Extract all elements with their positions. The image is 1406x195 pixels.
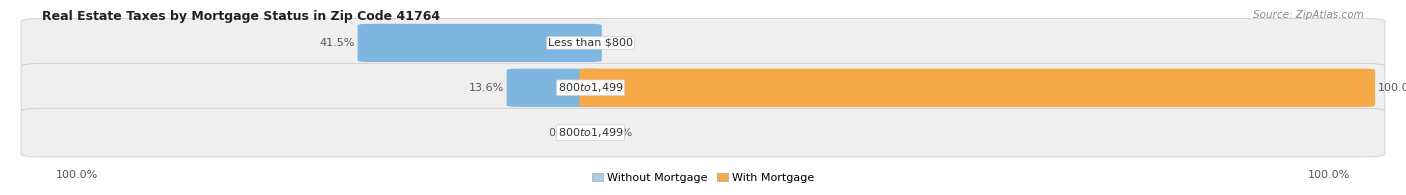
Text: Less than $800: Less than $800 xyxy=(548,38,633,48)
Text: 100.0%: 100.0% xyxy=(1378,83,1406,93)
Legend: Without Mortgage, With Mortgage: Without Mortgage, With Mortgage xyxy=(588,168,818,188)
Text: 100.0%: 100.0% xyxy=(56,170,98,181)
Text: 41.5%: 41.5% xyxy=(319,38,354,48)
Text: 0.0%: 0.0% xyxy=(605,128,633,138)
FancyBboxPatch shape xyxy=(21,108,1385,157)
FancyBboxPatch shape xyxy=(506,69,602,107)
Text: $800 to $1,499: $800 to $1,499 xyxy=(558,81,623,94)
Text: 100.0%: 100.0% xyxy=(1308,170,1350,181)
Text: Source: ZipAtlas.com: Source: ZipAtlas.com xyxy=(1253,10,1364,20)
Text: $800 to $1,499: $800 to $1,499 xyxy=(558,126,623,139)
Text: 13.6%: 13.6% xyxy=(468,83,503,93)
FancyBboxPatch shape xyxy=(21,19,1385,67)
Text: Real Estate Taxes by Mortgage Status in Zip Code 41764: Real Estate Taxes by Mortgage Status in … xyxy=(42,10,440,23)
FancyBboxPatch shape xyxy=(357,24,602,62)
Text: 0.0%: 0.0% xyxy=(548,128,576,138)
Text: 0.0%: 0.0% xyxy=(605,38,633,48)
FancyBboxPatch shape xyxy=(579,69,1375,107)
FancyBboxPatch shape xyxy=(21,63,1385,112)
